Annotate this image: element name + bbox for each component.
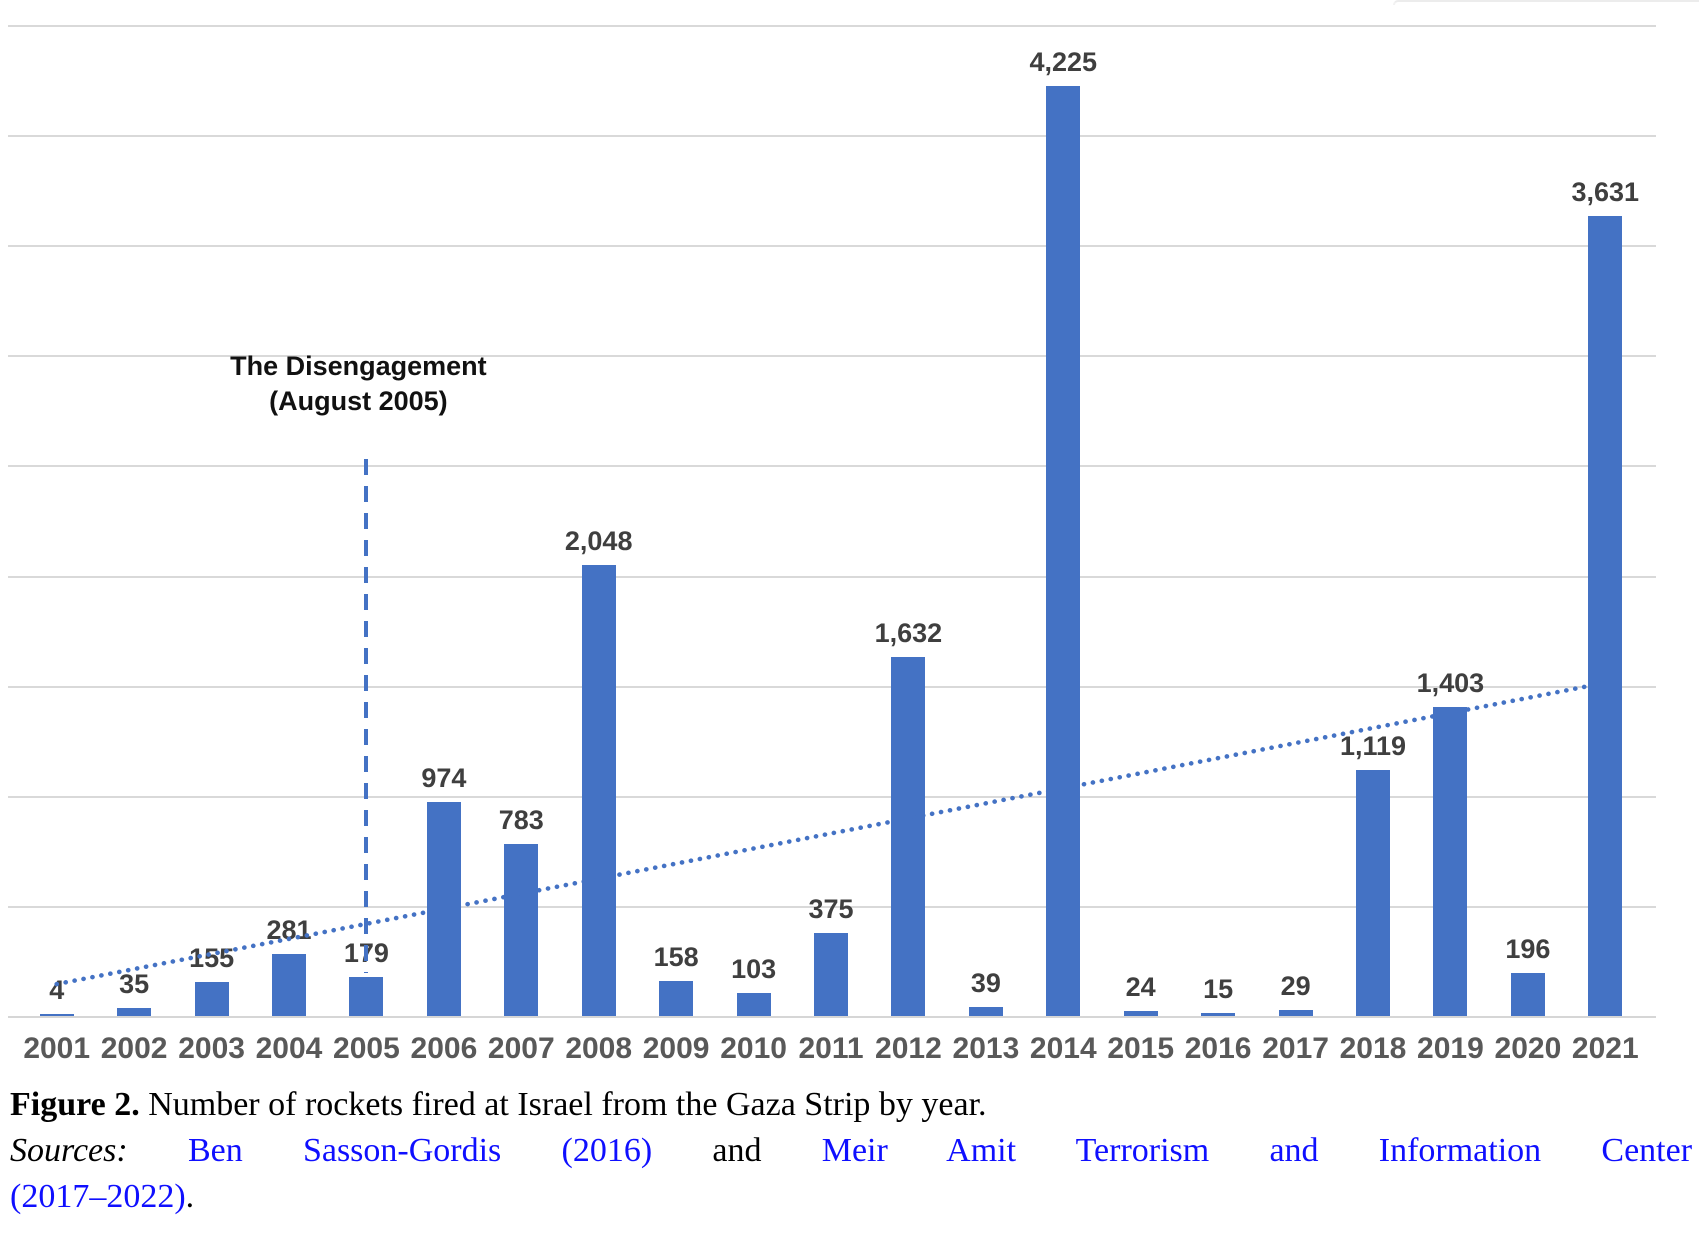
annotation-line-2: (August 2005) bbox=[269, 386, 448, 416]
bar-2019 bbox=[1433, 707, 1468, 1016]
bar-2017 bbox=[1278, 1009, 1313, 1016]
gridline-2500 bbox=[8, 465, 1656, 468]
gridline-1000 bbox=[8, 795, 1656, 798]
value-label-2008: 2,048 bbox=[564, 526, 633, 556]
axis-label-2017: 2017 bbox=[1262, 1032, 1329, 1065]
disengagement-annotation: The Disengagement (August 2005) bbox=[98, 349, 618, 419]
axis-label-2016: 2016 bbox=[1184, 1032, 1252, 1065]
axis-label-2001: 2001 bbox=[23, 1032, 91, 1065]
value-label-2021: 3,631 bbox=[1571, 177, 1640, 208]
bar-2018 bbox=[1356, 769, 1390, 1016]
caption-title-line: Figure 2. Number of rockets fired at Isr… bbox=[10, 1082, 1692, 1128]
value-label-2007: 783 bbox=[498, 804, 544, 835]
axis-label-2020: 2020 bbox=[1494, 1032, 1562, 1065]
figure-number-label: Figure 2. bbox=[10, 1086, 140, 1123]
value-label-2013: 39 bbox=[970, 968, 1001, 999]
bar-2001 bbox=[39, 1014, 74, 1016]
bar-2013 bbox=[968, 1007, 1003, 1016]
sources-period: . bbox=[185, 1178, 195, 1215]
figure-title-text: Number of rockets fired at Israel from t… bbox=[148, 1086, 987, 1123]
figure-caption: Figure 2. Number of rockets fired at Isr… bbox=[10, 1082, 1692, 1220]
gridline-2000 bbox=[8, 575, 1656, 578]
bar-2007 bbox=[504, 843, 539, 1016]
source-link-meir-amit-years[interactable]: (2017–2022) bbox=[10, 1178, 186, 1215]
bar-2010 bbox=[736, 993, 771, 1016]
top-right-artifact bbox=[1393, 0, 1699, 5]
axis-label-2004: 2004 bbox=[255, 1032, 323, 1065]
axis-label-2008: 2008 bbox=[565, 1032, 633, 1065]
gridline-3000 bbox=[8, 355, 1656, 358]
rockets-bar-chart: 4200135200215520032812004179200597420067… bbox=[8, 0, 1699, 1065]
source-link-ben-sasson-gordis[interactable]: Ben Sasson-Gordis (2016) bbox=[187, 1132, 653, 1169]
axis-label-2019: 2019 bbox=[1417, 1032, 1484, 1065]
bar-2020 bbox=[1510, 972, 1545, 1016]
value-label-2011: 375 bbox=[808, 894, 854, 925]
gridline-4500 bbox=[8, 25, 1656, 27]
value-label-2014: 4,225 bbox=[1029, 46, 1098, 77]
bar-2002 bbox=[117, 1008, 152, 1016]
axis-label-2011: 2011 bbox=[798, 1032, 864, 1065]
value-label-2012: 1,632 bbox=[874, 617, 943, 648]
annotation-line-1: The Disengagement bbox=[230, 351, 487, 381]
bar-2012 bbox=[891, 656, 926, 1016]
sources-connector: and bbox=[712, 1132, 762, 1169]
source-link-meir-amit-center[interactable]: Meir Amit Terrorism and Information Cent… bbox=[821, 1132, 1693, 1169]
value-label-2018: 1,119 bbox=[1339, 730, 1407, 761]
axis-label-2015: 2015 bbox=[1107, 1032, 1175, 1065]
axis-label-2014: 2014 bbox=[1029, 1032, 1097, 1065]
x-axis-baseline bbox=[8, 1016, 1656, 1018]
gridline-3500 bbox=[8, 245, 1656, 248]
axis-label-2010: 2010 bbox=[720, 1032, 787, 1065]
value-label-2010: 103 bbox=[731, 954, 777, 985]
axis-label-2006: 2006 bbox=[410, 1032, 478, 1065]
axis-label-2007: 2007 bbox=[487, 1032, 555, 1065]
axis-label-2018: 2018 bbox=[1339, 1032, 1407, 1065]
bar-2016 bbox=[1201, 1012, 1236, 1016]
bar-2015 bbox=[1123, 1010, 1158, 1016]
gridline-4000 bbox=[8, 135, 1656, 138]
bar-2014 bbox=[1046, 85, 1081, 1016]
bar-2021 bbox=[1588, 216, 1623, 1016]
disengagement-dashed-line bbox=[364, 458, 369, 974]
value-label-2019: 1,403 bbox=[1416, 668, 1485, 698]
bar-2011 bbox=[814, 933, 848, 1016]
axis-label-2009: 2009 bbox=[642, 1032, 710, 1065]
axis-label-2005: 2005 bbox=[333, 1032, 400, 1065]
bar-2003 bbox=[194, 981, 229, 1016]
caption-sources-line-2: (2017–2022). bbox=[10, 1174, 1692, 1220]
axis-label-2012: 2012 bbox=[875, 1032, 942, 1065]
bar-2009 bbox=[659, 981, 694, 1016]
bar-2005 bbox=[349, 976, 384, 1016]
value-label-2006: 974 bbox=[421, 762, 467, 793]
axis-label-2003: 2003 bbox=[178, 1032, 245, 1065]
caption-sources-line: Sources: Ben Sasson-Gordis (2016) and Me… bbox=[10, 1128, 1692, 1174]
value-label-2020: 196 bbox=[1505, 933, 1551, 964]
value-label-2017: 29 bbox=[1280, 970, 1311, 1001]
axis-label-2013: 2013 bbox=[952, 1032, 1020, 1065]
axis-label-2021: 2021 bbox=[1571, 1032, 1639, 1065]
axis-label-2002: 2002 bbox=[100, 1032, 168, 1065]
sources-label: Sources: bbox=[10, 1132, 128, 1169]
